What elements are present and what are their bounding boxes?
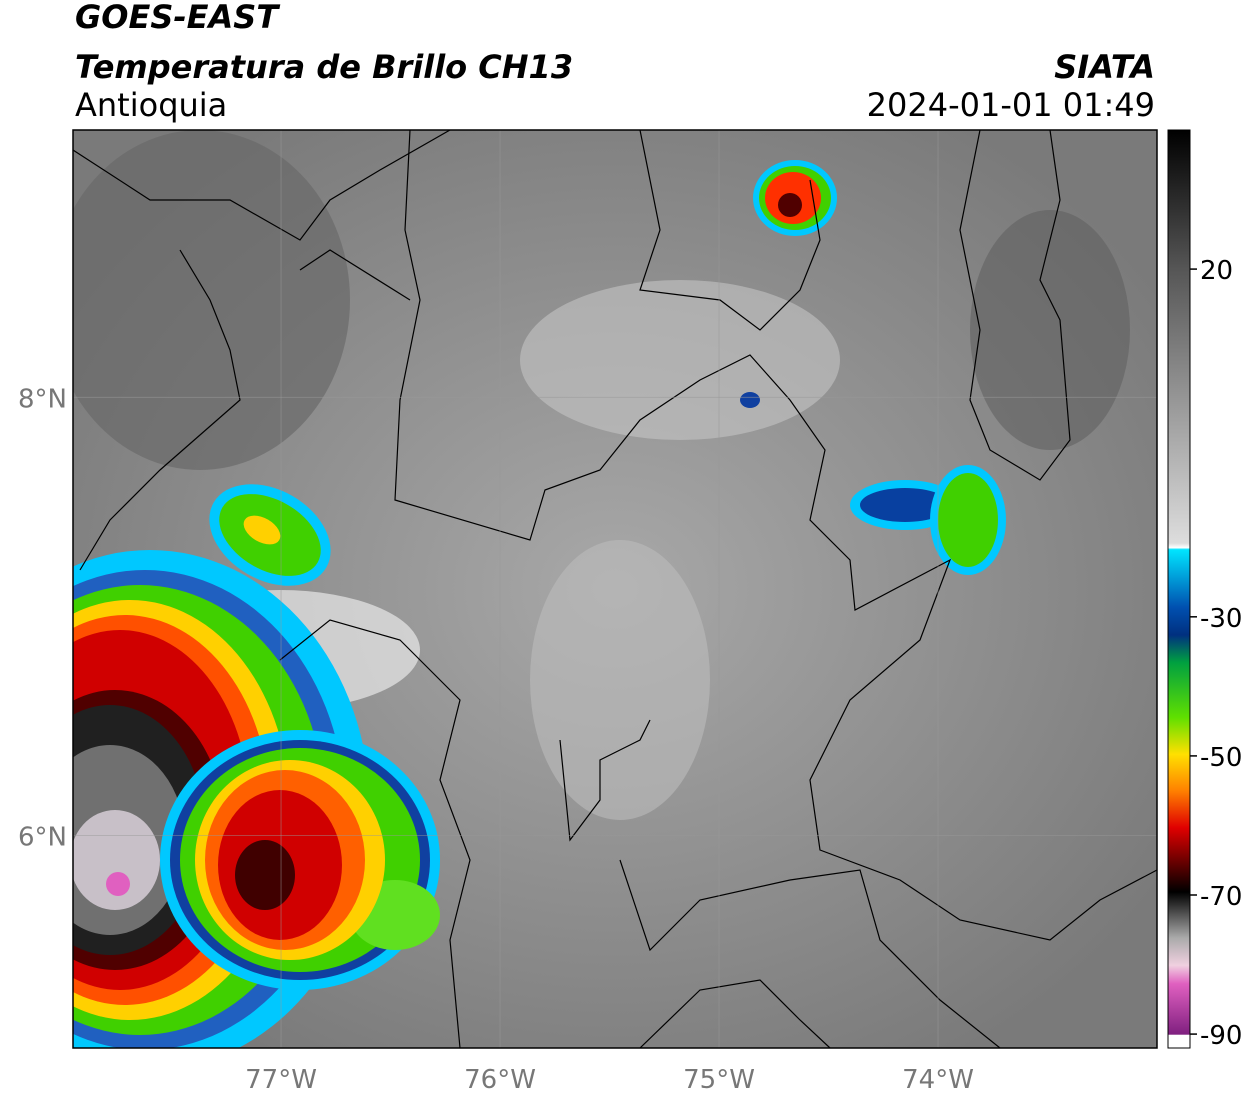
colorbar-tick-label: 20 (1200, 256, 1233, 286)
colorbar (1167, 129, 1191, 1049)
y-tick-label: 6°N (18, 822, 67, 852)
graticule (73, 130, 1157, 1048)
title: GOES-EAST (75, 0, 280, 36)
storm (740, 392, 760, 408)
region: Antioquia (75, 86, 227, 124)
x-tick-label: 77°W (245, 1065, 317, 1095)
storm (73, 810, 160, 910)
colorbar-tick-label: -90 (1200, 1021, 1242, 1051)
x-tick-label: 75°W (683, 1065, 755, 1095)
x-tick-label: 76°W (464, 1065, 536, 1095)
storm (243, 515, 281, 545)
colorbar-tick-label: -70 (1200, 882, 1242, 912)
subtitle: Temperatura de Brillo CH13 (75, 48, 573, 86)
cloud (970, 210, 1130, 450)
cloud (73, 130, 350, 470)
x-tick-label: 74°W (902, 1065, 974, 1095)
storm (778, 193, 802, 217)
storm (235, 840, 295, 910)
source: SIATA (1054, 48, 1155, 86)
y-tick-label: 8°N (18, 384, 67, 414)
borders (73, 130, 1157, 1048)
cloud (530, 540, 710, 820)
cloud (520, 280, 840, 440)
colorbar-tick-label: -30 (1200, 604, 1242, 634)
storm (860, 488, 950, 522)
colorbar-tick-label: -50 (1200, 743, 1242, 773)
storm (938, 473, 998, 567)
storm (106, 872, 130, 896)
datetime: 2024-01-01 01:49 (867, 86, 1155, 124)
satellite-image (73, 130, 1157, 1048)
map-frame (72, 129, 1158, 1049)
